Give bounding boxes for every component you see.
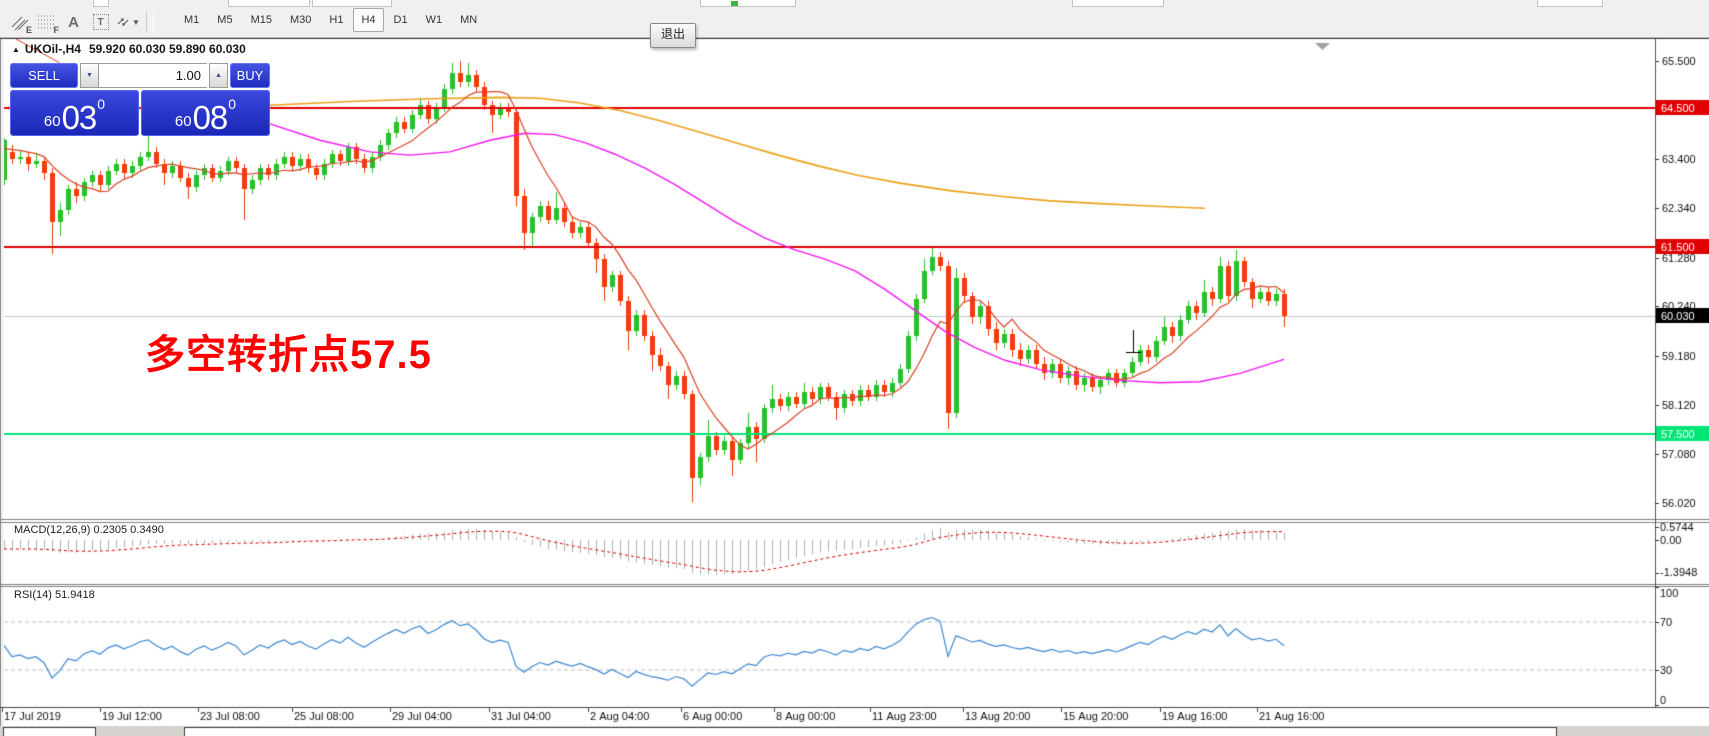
buy-price-button[interactable]: 60 08 0 bbox=[141, 90, 270, 136]
exit-button[interactable]: 退出 bbox=[650, 23, 696, 48]
top-strip-box bbox=[1537, 0, 1603, 7]
drawing-tools: E F A T ▼ bbox=[6, 10, 159, 35]
top-strip-box bbox=[93, 0, 109, 7]
arrows-tool-icon[interactable]: ▼ bbox=[114, 10, 141, 34]
collapse-triangle-icon bbox=[12, 45, 20, 54]
volume-increase-button[interactable] bbox=[209, 63, 228, 88]
volume-decrease-button[interactable] bbox=[80, 63, 99, 88]
one-click-trade-panel: SELL BUY 60 03 0 60 08 0 bbox=[10, 63, 270, 136]
volume-input[interactable] bbox=[99, 63, 207, 88]
rsi-label: RSI(14) 51.9418 bbox=[14, 589, 95, 601]
timeframe-mn[interactable]: MN bbox=[460, 14, 478, 26]
timeframe-m30[interactable]: M30 bbox=[289, 14, 312, 26]
timeframe-m15[interactable]: M15 bbox=[250, 14, 272, 26]
sell-price-sup: 0 bbox=[97, 96, 106, 112]
timeframe-bar: M1 M5 M15 M30 H1 H4 D1 W1 MN bbox=[176, 8, 485, 32]
timeframe-h4[interactable]: H4 bbox=[353, 8, 384, 32]
channel-tool-icon[interactable]: E bbox=[6, 10, 33, 35]
label-tool-icon[interactable]: T bbox=[87, 10, 114, 34]
sell-button[interactable]: SELL bbox=[10, 63, 78, 88]
timeframe-h1[interactable]: H1 bbox=[329, 14, 344, 26]
buy-price-small: 60 bbox=[174, 113, 192, 130]
status-dot-icon bbox=[731, 1, 738, 6]
sell-price-button[interactable]: 60 03 0 bbox=[10, 90, 139, 136]
top-strip-box bbox=[1072, 0, 1164, 7]
timeframe-m1[interactable]: M1 bbox=[184, 14, 200, 26]
timeframe-m5[interactable]: M5 bbox=[217, 14, 233, 26]
fibonacci-tool-icon[interactable]: F bbox=[37, 15, 59, 35]
toolbar: E F A T ▼ M1 M5 M15 M30 H1 H4 D1 W1 MN bbox=[0, 0, 1709, 38]
buy-price-big: 08 bbox=[192, 98, 229, 136]
chart-annotation-text: 多空转折点57.5 bbox=[145, 333, 432, 377]
chart-ohlc-values: 59.920 60.030 59.890 60.030 bbox=[88, 42, 246, 56]
buy-price-sup: 0 bbox=[228, 96, 237, 112]
macd-label: MACD(12,26,9) 0.2305 0.3490 bbox=[14, 524, 164, 536]
top-strip-box bbox=[700, 0, 796, 7]
sell-price-big: 03 bbox=[61, 98, 98, 136]
timeframe-d1[interactable]: D1 bbox=[393, 14, 408, 26]
chart-title: UKOil-,H4 59.920 60.030 59.890 60.030 bbox=[12, 42, 246, 56]
text-tool-icon[interactable]: A bbox=[68, 13, 79, 31]
top-strip-box bbox=[228, 0, 310, 7]
buy-button[interactable]: BUY bbox=[230, 63, 270, 88]
chart-symbol: UKOil-,H4 bbox=[24, 42, 81, 56]
timeframe-w1[interactable]: W1 bbox=[425, 14, 443, 26]
top-strip-box bbox=[312, 0, 392, 7]
toolbar-separator bbox=[146, 11, 154, 33]
sell-price-small: 60 bbox=[43, 113, 61, 130]
